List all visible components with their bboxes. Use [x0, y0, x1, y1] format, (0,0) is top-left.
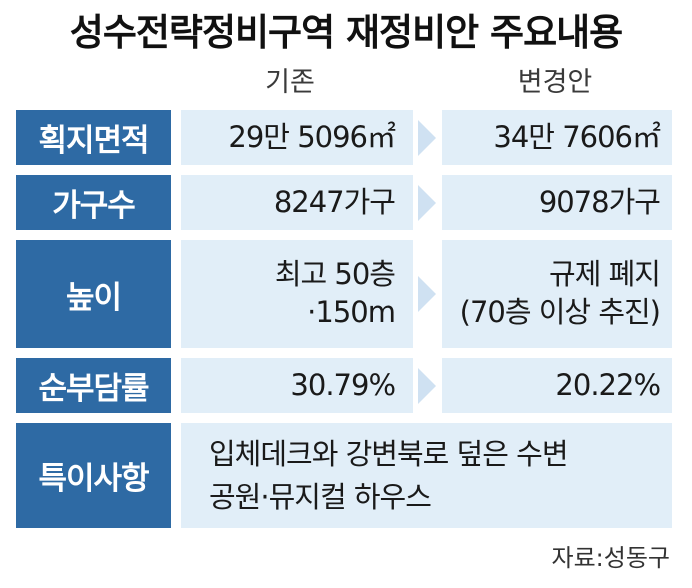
revised-value-line: 34만 7606㎡ — [493, 119, 661, 154]
special-notes-text: 입체데크와 강변북로 덮은 수변 공원·뮤지컬 하우스 — [181, 423, 672, 528]
revised-value-line: (70층 이상 추진) — [459, 295, 661, 329]
existing-value: 8247가구 — [181, 175, 413, 230]
table-row: 특이사항 입체데크와 강변북로 덮은 수변 공원·뮤지컬 하우스 — [16, 423, 672, 528]
arrow-right-icon — [418, 367, 436, 404]
row-label-burden-ratio: 순부담률 — [16, 358, 171, 413]
existing-value-line: 최고 50층 — [274, 257, 396, 292]
revised-value: 규제 폐지 (70층 이상 추진) — [442, 240, 672, 348]
existing-value: 최고 50층 ·150m — [181, 240, 413, 348]
revised-value-line: 9078가구 — [538, 184, 661, 219]
arrow-right-icon — [418, 276, 436, 312]
revised-value: 9078가구 — [442, 175, 672, 230]
existing-value-line: 29만 5096㎡ — [228, 119, 396, 154]
special-notes-line: 입체데크와 강변북로 덮은 수변 — [209, 437, 569, 472]
existing-value-line: ·150m — [307, 295, 396, 329]
source-credit: 자료:성동구 — [551, 544, 671, 572]
revised-value: 34만 7606㎡ — [442, 110, 672, 165]
revised-value-line: 20.22% — [555, 367, 661, 402]
arrow-right-icon — [418, 119, 436, 156]
row-label-height: 높이 — [16, 240, 171, 348]
column-header-revised: 변경안 — [517, 67, 593, 98]
table-row: 높이 최고 50층 ·150m 규제 폐지 (70층 이상 추진) — [16, 240, 672, 348]
special-notes-line: 공원·뮤지컬 하우스 — [209, 479, 432, 514]
existing-value: 29만 5096㎡ — [181, 110, 413, 165]
page-title: 성수전략정비구역 재정비안 주요내용 — [69, 11, 623, 54]
table-row: 가구수 8247가구 9078가구 — [16, 175, 672, 230]
table-row: 순부담률 30.79% 20.22% — [16, 358, 672, 413]
revised-value: 20.22% — [442, 358, 672, 413]
revised-value-line: 규제 폐지 — [549, 257, 661, 292]
column-header-existing: 기존 — [265, 67, 315, 98]
row-label-households: 가구수 — [16, 175, 171, 230]
existing-value-line: 30.79% — [290, 367, 396, 402]
row-label-special-notes: 특이사항 — [16, 423, 171, 528]
arrow-right-icon — [418, 184, 436, 221]
row-label-lot-area: 획지면적 — [16, 110, 171, 165]
table-row: 획지면적 29만 5096㎡ 34만 7606㎡ — [16, 110, 672, 165]
existing-value-line: 8247가구 — [273, 184, 396, 219]
existing-value: 30.79% — [181, 358, 413, 413]
